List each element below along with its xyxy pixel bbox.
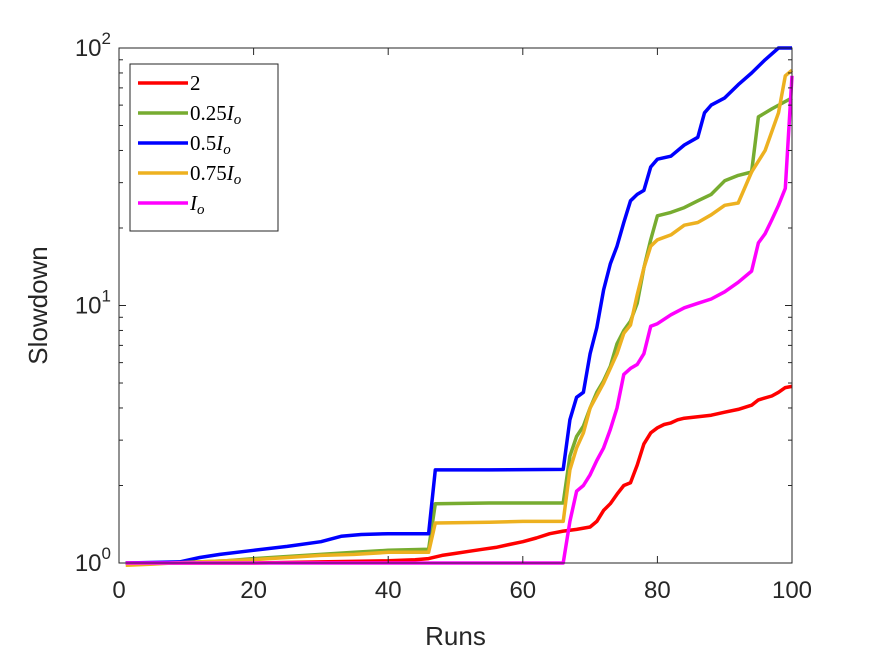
legend-label-0: 2	[190, 71, 201, 95]
legend-label-3: 0.75Io	[190, 161, 242, 188]
y-tick-label: 100	[75, 544, 111, 577]
series-line-3	[125, 68, 794, 568]
legend-label-4: Io	[189, 191, 205, 218]
x-axis-label: Runs	[425, 621, 486, 651]
x-tick-label: 20	[240, 577, 267, 604]
x-tick-label: 80	[644, 577, 671, 604]
y-tick-label: 101	[75, 287, 111, 320]
x-tick-label: 100	[772, 577, 812, 604]
legend-label-1: 0.25Io	[190, 101, 242, 128]
legend: 2 0.25Io 0.5Io 0.75Io Io	[129, 63, 279, 232]
series-layer	[125, 46, 794, 568]
x-tick-label: 60	[509, 577, 536, 604]
x-tick-label: 40	[375, 577, 402, 604]
y-axis-label: Slowdown	[23, 246, 53, 365]
series-line-2	[125, 46, 792, 565]
ticks-layer: 0 20 40 60 80 100 100 101 102	[75, 29, 812, 604]
series-line-0	[125, 384, 793, 565]
legend-label-2: 0.5Io	[190, 131, 231, 158]
series-line-4	[125, 75, 794, 565]
y-tick-label: 102	[75, 29, 111, 62]
x-tick-label: 0	[112, 577, 125, 604]
